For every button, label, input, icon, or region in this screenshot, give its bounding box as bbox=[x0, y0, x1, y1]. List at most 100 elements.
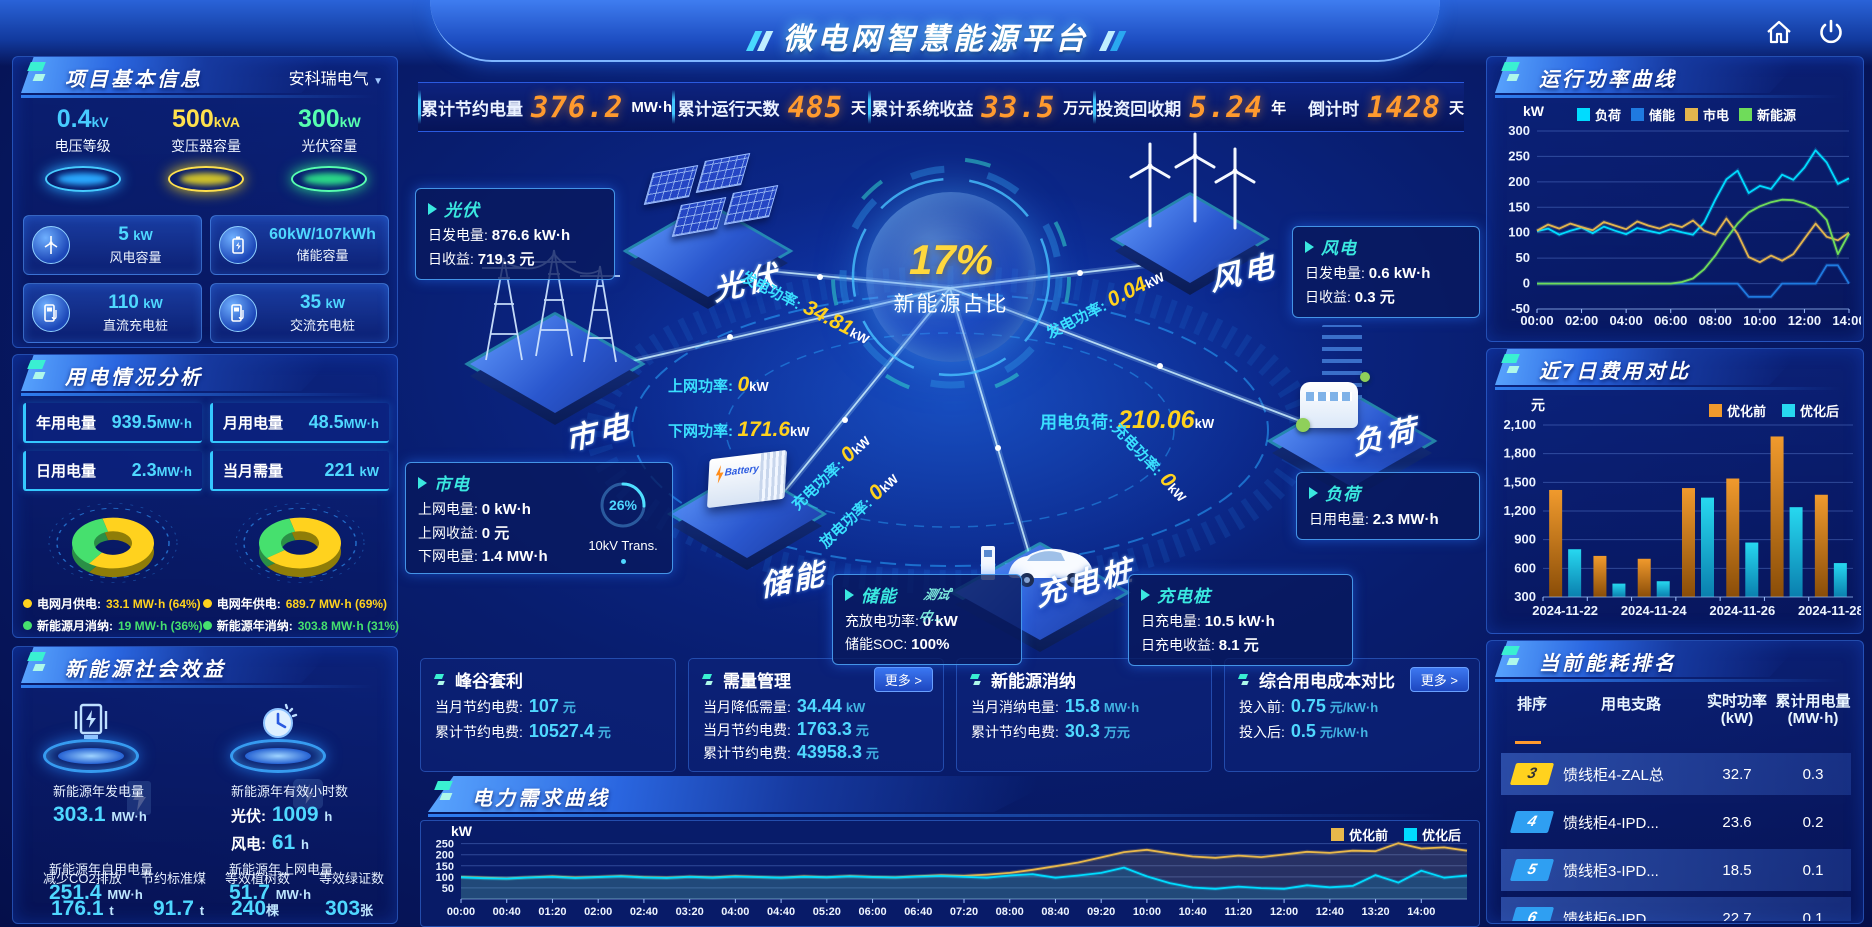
realtime-power: 18.5 bbox=[1722, 861, 1752, 879]
branch-name: 馈线柜4-IPD... bbox=[1563, 814, 1659, 832]
wind-turbines-icon bbox=[1129, 132, 1256, 230]
svg-text:600: 600 bbox=[1514, 560, 1536, 575]
svg-text:150: 150 bbox=[436, 861, 454, 873]
clock-icon bbox=[256, 699, 300, 748]
spotlight-glow bbox=[44, 166, 121, 192]
card-storage-capacity: 60kW/107kWh 储能容量 bbox=[210, 215, 389, 275]
svg-text:300: 300 bbox=[1514, 589, 1536, 604]
value-to-grid: 51.7 MW·h bbox=[229, 881, 312, 904]
header-underline bbox=[1495, 387, 1841, 390]
label-coal-saved: 节约标准煤 bbox=[141, 871, 207, 886]
rank-badge: 3 bbox=[1509, 763, 1555, 785]
home-icon[interactable] bbox=[1764, 18, 1794, 48]
stat-value: 300 bbox=[297, 105, 340, 133]
box-title: 负荷 bbox=[1325, 485, 1361, 504]
benefit-cards-row: 峰谷套利 当月节约电费: 107 元 累计节约电费: 10527.4 元 需量管理 … bbox=[420, 658, 1480, 772]
kpi-label: 倒计时 bbox=[1308, 99, 1360, 119]
table-row[interactable]: 6 馈线柜6-IPD 22.7 0.1 bbox=[1501, 897, 1851, 921]
svg-text:2024-11-22: 2024-11-22 bbox=[1532, 603, 1598, 618]
table-row[interactable]: 5 馈线柜3-IPD... 18.5 0.1 bbox=[1501, 849, 1851, 891]
top-header-bar: 微电网智慧能源平台 bbox=[0, 0, 1872, 66]
card-row: 累计节约电费: 10527.4 元 bbox=[435, 721, 611, 741]
kpi-unit: 天 bbox=[1448, 99, 1464, 117]
box-row: 日用电量: 2.3 MW·h bbox=[1309, 511, 1439, 528]
stat-value: 221 bbox=[324, 459, 355, 480]
company-dropdown[interactable]: 安科瑞电气 ▼ bbox=[289, 65, 383, 89]
company-name[interactable]: 安科瑞电气 bbox=[288, 71, 369, 88]
card-unit: kW bbox=[325, 296, 346, 311]
table-row[interactable]: 4 馈线柜4-IPD... 23.6 0.2 bbox=[1501, 801, 1851, 843]
svg-text:09:20: 09:20 bbox=[1087, 906, 1115, 918]
legend-item: 市电 bbox=[1685, 105, 1729, 124]
value-coal-saved: 91.7 t bbox=[153, 897, 205, 920]
kpi-unit: MW·h bbox=[631, 98, 673, 116]
kpi-separator bbox=[868, 90, 872, 124]
kpi-separator bbox=[418, 90, 421, 124]
legend-item: 负荷 bbox=[1577, 105, 1621, 124]
svg-text:13:20: 13:20 bbox=[1361, 906, 1389, 918]
header-band bbox=[1495, 641, 1804, 677]
branch-name: 馈线柜4-ZAL总 bbox=[1563, 766, 1664, 784]
svg-text:1,200: 1,200 bbox=[1503, 503, 1536, 518]
panel-corner-icon bbox=[27, 360, 53, 382]
svg-text:08:40: 08:40 bbox=[1041, 906, 1069, 918]
charger-icon bbox=[219, 294, 257, 332]
svg-text:12:00: 12:00 bbox=[1788, 313, 1821, 328]
card-title: 新能源消纳 bbox=[991, 672, 1076, 691]
svg-text:04:00: 04:00 bbox=[1610, 313, 1643, 328]
more-button[interactable]: 更多 > bbox=[873, 667, 933, 692]
card-row: 投入前: 0.75 元/kW·h bbox=[1239, 696, 1379, 716]
rank-badge: 6 bbox=[1509, 907, 1555, 921]
value-year-generation: 303.1 MW·h bbox=[53, 803, 147, 826]
box-title: 风电 bbox=[1321, 239, 1357, 258]
stat-month-usage: 月用电量 48.5MW·h bbox=[210, 403, 389, 443]
svg-text:06:00: 06:00 bbox=[1654, 313, 1687, 328]
power-icon[interactable] bbox=[1816, 18, 1846, 48]
stat-unit: kW bbox=[359, 463, 380, 479]
header-band bbox=[21, 57, 336, 93]
more-button[interactable]: 更多 > bbox=[1409, 667, 1469, 692]
kpi-unit: 天 bbox=[850, 99, 866, 117]
card-row: 投入后: 0.5 元/kW·h bbox=[1239, 721, 1369, 741]
stat-unit: kVA bbox=[213, 114, 240, 130]
box-title: 市电 bbox=[434, 475, 470, 494]
card-row: 累计节约电费: 30.3 万元 bbox=[971, 721, 1130, 741]
flow-grid-export: 上网功率: 0kW bbox=[668, 373, 769, 396]
card-unit: kW bbox=[143, 296, 163, 311]
generation-pedestal bbox=[31, 699, 151, 773]
svg-text:02:40: 02:40 bbox=[630, 906, 658, 918]
header-band bbox=[21, 355, 336, 391]
svg-text:05:20: 05:20 bbox=[813, 906, 841, 918]
kpi-unit: 年 bbox=[1271, 99, 1287, 117]
kpi-value: 5.24 bbox=[1189, 90, 1264, 124]
card-label: 储能容量 bbox=[296, 248, 349, 263]
box-row: 日发电量: 876.6 kW·h bbox=[428, 227, 571, 244]
box-row: 上网电量: 0 kW·h bbox=[418, 501, 531, 518]
chevron-icon bbox=[428, 202, 437, 215]
flow-load-power: 用电负荷: 210.06kW bbox=[1040, 406, 1215, 434]
header-underline bbox=[428, 814, 1446, 817]
realtime-power: 23.6 bbox=[1722, 813, 1752, 831]
kpi-label: 累计节约电量 bbox=[421, 99, 523, 119]
total-energy: 0.1 bbox=[1802, 909, 1824, 922]
grid-info-box: 市电 上网电量: 0 kW·h 上网收益: 0 元 下网电量: 1.4 MW·h… bbox=[405, 462, 673, 574]
svg-text:100: 100 bbox=[436, 872, 454, 884]
panel-power-curve: 运行功率曲线 kW 负荷 储能 市电 新能源 -50 0 50 100 150 200 250 30… bbox=[1486, 56, 1864, 342]
table-row[interactable]: 3 馈线柜4-ZAL总 32.7 0.3 bbox=[1501, 753, 1851, 795]
card-title: 峰谷套利 bbox=[455, 672, 523, 691]
svg-text:01:20: 01:20 bbox=[538, 906, 566, 918]
power-curve-chart: -50 0 50 100 150 200 250 300 00:00 02:00 04:00 06:0… bbox=[1508, 123, 1861, 328]
header-band bbox=[21, 647, 336, 683]
spotlight-stats: 0.4kV 电压等级 500kVA 变压器容量 300kW 光伏容量 bbox=[21, 105, 391, 192]
col-energy: 累计用电量 (MW·h) bbox=[1775, 693, 1851, 728]
svg-text:200: 200 bbox=[1508, 174, 1530, 189]
cost-chart-legend: 优化前 优化后 bbox=[1708, 401, 1839, 420]
ranking-table-header: 排序 用电支路 实时功率 (kW) 累计用电量 (MW·h) bbox=[1501, 693, 1851, 728]
card-value: 60kW/107kWh bbox=[269, 226, 376, 243]
card-cost-comparison: 综合用电成本对比 更多 > 投入前: 0.75 元/kW·h 投入后: 0.5 元/… bbox=[1224, 658, 1480, 772]
panel-title: 近7日费用对比 bbox=[1539, 361, 1692, 383]
header-underline bbox=[21, 95, 375, 98]
realtime-power: 32.7 bbox=[1722, 765, 1752, 783]
tree-icon bbox=[1296, 418, 1310, 432]
legend-item: 优化前 bbox=[1330, 825, 1388, 844]
